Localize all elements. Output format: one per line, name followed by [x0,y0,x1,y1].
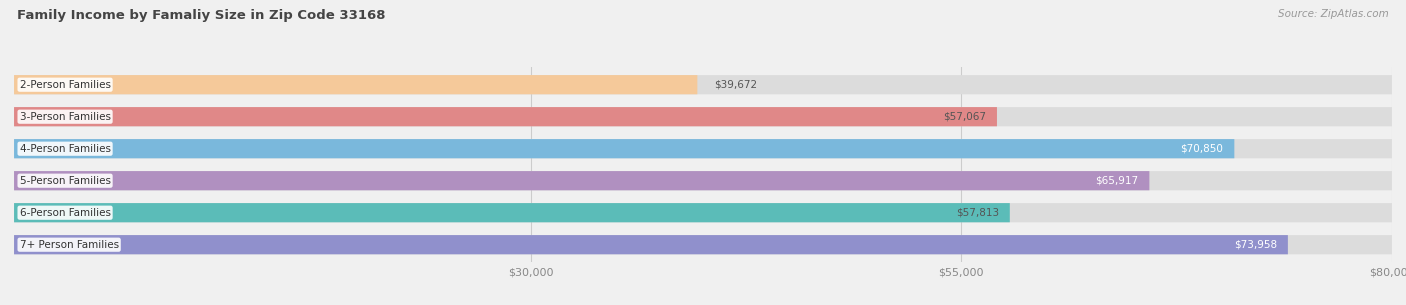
FancyBboxPatch shape [14,171,1392,190]
FancyBboxPatch shape [14,235,1288,254]
Text: 3-Person Families: 3-Person Families [20,112,111,122]
FancyBboxPatch shape [14,75,1392,94]
Text: Source: ZipAtlas.com: Source: ZipAtlas.com [1278,9,1389,19]
FancyBboxPatch shape [14,107,997,126]
FancyBboxPatch shape [14,75,697,94]
Text: $70,850: $70,850 [1181,144,1223,154]
FancyBboxPatch shape [14,235,1392,254]
Text: 5-Person Families: 5-Person Families [20,176,111,186]
Text: 7+ Person Families: 7+ Person Families [20,240,118,250]
Text: $73,958: $73,958 [1233,240,1277,250]
FancyBboxPatch shape [14,107,1392,126]
FancyBboxPatch shape [14,171,1149,190]
Text: 6-Person Families: 6-Person Families [20,208,111,218]
FancyBboxPatch shape [14,139,1234,158]
Text: $65,917: $65,917 [1095,176,1139,186]
FancyBboxPatch shape [14,203,1392,222]
FancyBboxPatch shape [14,139,1392,158]
Text: $57,067: $57,067 [943,112,986,122]
Text: $57,813: $57,813 [956,208,998,218]
Text: Family Income by Famaliy Size in Zip Code 33168: Family Income by Famaliy Size in Zip Cod… [17,9,385,22]
Text: 4-Person Families: 4-Person Families [20,144,111,154]
FancyBboxPatch shape [14,203,1010,222]
Text: $39,672: $39,672 [714,80,756,90]
Text: 2-Person Families: 2-Person Families [20,80,111,90]
